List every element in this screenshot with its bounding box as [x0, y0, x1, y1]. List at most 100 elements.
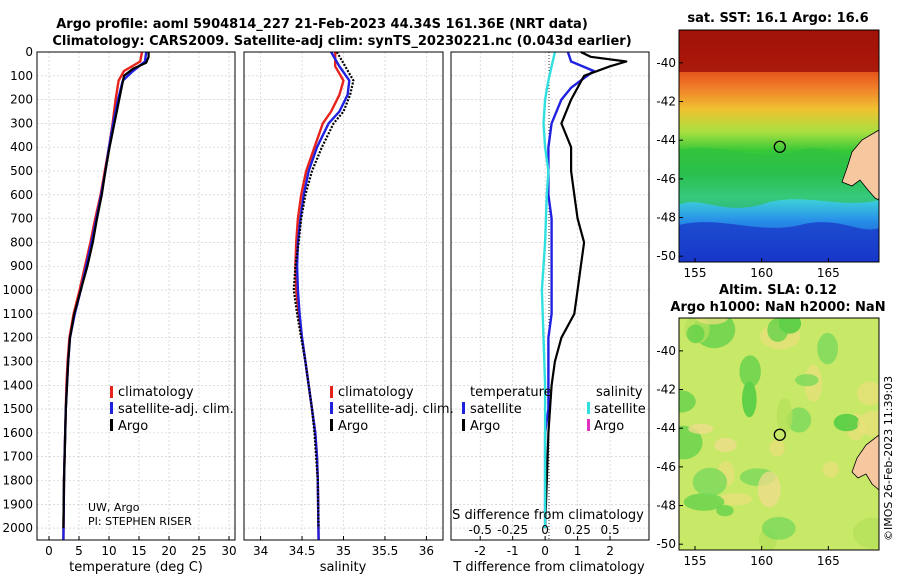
- sla-map-title-line1: Altim. SLA: 0.12: [719, 283, 837, 298]
- argo-position-marker: [773, 140, 786, 153]
- sla-anomaly-patch: [767, 318, 789, 342]
- legend-climatology-swatch: [110, 386, 113, 398]
- sla-anomaly-patch: [686, 324, 705, 344]
- depth-tick-label: 1900: [2, 497, 33, 511]
- sst-front-patch: [679, 147, 879, 208]
- sla-field: [679, 318, 879, 550]
- sst-warm-core: [679, 30, 879, 72]
- sla-anomaly-patch: [787, 407, 812, 433]
- legend-s-satellite-label: satellite: [594, 402, 646, 417]
- depth-tick-label: 2000: [2, 521, 33, 535]
- difference-panel: -2 -1 0 1 2 -0.5 -0.25 0 0.25 0.5 T difference f…: [450, 51, 650, 575]
- legend-argo-label-2: Argo: [338, 419, 368, 434]
- depth-tick-label: 900: [10, 259, 33, 273]
- t-difference-axis-label: T difference from climatology: [452, 560, 645, 575]
- depth-tick-label: 200: [10, 93, 33, 107]
- sla-anomaly-patch: [679, 390, 696, 413]
- latitude-tick-label: -44: [656, 421, 676, 435]
- series-salinity-satellite: [540, 51, 557, 529]
- depth-tick-label: 100: [10, 69, 33, 83]
- sla-anomaly-patch: [833, 413, 860, 432]
- sla-anomaly-patch: [716, 505, 734, 517]
- sla-anomaly-patch: [857, 381, 879, 406]
- latitude-tick-label: -42: [656, 383, 676, 397]
- sla-anomaly-patch: [757, 471, 781, 508]
- sst-map-title: sat. SST: 16.1 Argo: 16.6: [687, 11, 868, 26]
- s-tick-label: 0: [541, 523, 549, 537]
- x-tick-label: 30: [221, 544, 236, 558]
- depth-tick-label: 1100: [2, 307, 33, 321]
- credit-pi: PI: STEPHEN RISER: [88, 515, 192, 528]
- sla-anomaly-patch: [739, 355, 761, 388]
- legend-t-argo-swatch: [462, 419, 465, 431]
- depth-tick-label: 600: [10, 188, 33, 202]
- legend-satellite-swatch-2: [330, 402, 333, 414]
- sla-anomaly-patch: [692, 467, 728, 497]
- sst-map-frame: [678, 29, 880, 263]
- latitude-tick-label: -40: [656, 344, 676, 358]
- series-argo: [62, 52, 150, 529]
- legend-satellite-swatch: [110, 402, 113, 414]
- x-tick-label: 0: [45, 544, 53, 558]
- x-tick-label: 20: [161, 544, 176, 558]
- latitude-tick-label: -46: [656, 172, 676, 186]
- sla-anomaly-patch: [695, 318, 728, 325]
- imos-stamp: ©IMOS 26-Feb-2023 11:39:03: [882, 376, 895, 541]
- legend-climatology-swatch-2: [330, 386, 333, 398]
- longitude-tick-label: 160: [750, 266, 773, 280]
- legend-salinity-head: salinity: [596, 385, 643, 400]
- sla-anomaly-patch: [679, 425, 703, 460]
- legend-temperature-head: temperature: [470, 385, 552, 400]
- sla-anomaly-patch: [719, 493, 753, 506]
- new-zealand-land-2: [851, 434, 879, 491]
- depth-tick-label: 400: [10, 140, 33, 154]
- sla-anomaly-patch: [761, 516, 796, 540]
- depth-tick-label: 1500: [2, 402, 33, 416]
- longitude-tick-label: 160: [750, 554, 773, 568]
- sla-anomaly-patch: [852, 517, 879, 549]
- figure-title-line1: Argo profile: aoml 5904814_227 21-Feb-20…: [56, 17, 588, 32]
- legend-satellite-label: satellite-adj. clim.: [118, 402, 234, 417]
- x-tick-label: 34.5: [289, 544, 316, 558]
- legend-t-satellite-swatch: [462, 402, 465, 414]
- series-argo: [292, 51, 355, 529]
- series-climatology: [62, 51, 144, 541]
- latitude-tick-label: -48: [656, 211, 676, 225]
- longitude-tick-label: 155: [684, 554, 707, 568]
- x-tick-label: 15: [131, 544, 146, 558]
- s-tick-label: 0.25: [564, 523, 591, 537]
- latitude-tick-label: -46: [656, 460, 676, 474]
- longitude-tick-label: 165: [817, 266, 840, 280]
- x-tick-label: 25: [191, 544, 206, 558]
- x-tick-label: 34: [253, 544, 268, 558]
- longitude-tick-label: 155: [684, 266, 707, 280]
- latitude-tick-label: -48: [656, 499, 676, 513]
- x-tick-label: 2: [606, 544, 614, 558]
- difference-plot-frame: [450, 51, 650, 541]
- x-tick-label: 10: [101, 544, 116, 558]
- latitude-tick-label: -44: [656, 133, 676, 147]
- x-tick-label: 35: [336, 544, 351, 558]
- series-temperature-argo: [544, 51, 628, 529]
- sla-anomaly-patch: [688, 423, 714, 435]
- depth-tick-label: 1600: [2, 426, 33, 440]
- x-tick-label: 1: [574, 544, 582, 558]
- legend-satellite-label-2: satellite-adj. clim.: [338, 402, 454, 417]
- sla-map: [679, 318, 879, 550]
- x-tick-label: -1: [507, 544, 519, 558]
- s-tick-label: -0.5: [469, 523, 492, 537]
- legend-t-argo-label: Argo: [470, 419, 500, 434]
- depth-tick-label: 300: [10, 116, 33, 130]
- sla-anomaly-patch: [857, 410, 879, 438]
- credit-institution: UW, Argo: [88, 501, 140, 514]
- sla-anomaly-patch: [683, 493, 725, 511]
- x-tick-label: -2: [474, 544, 486, 558]
- depth-tick-label: 700: [10, 212, 33, 226]
- latitude-tick-label: -50: [656, 537, 676, 551]
- depth-tick-label: 1700: [2, 450, 33, 464]
- sla-anomaly-patch: [822, 461, 839, 478]
- legend-s-argo-swatch: [587, 419, 590, 431]
- depth-tick-label: 1800: [2, 473, 33, 487]
- figure-title-line2: Climatology: CARS2009. Satellite-adj cli…: [52, 34, 631, 49]
- legend-s-satellite-swatch: [587, 402, 590, 414]
